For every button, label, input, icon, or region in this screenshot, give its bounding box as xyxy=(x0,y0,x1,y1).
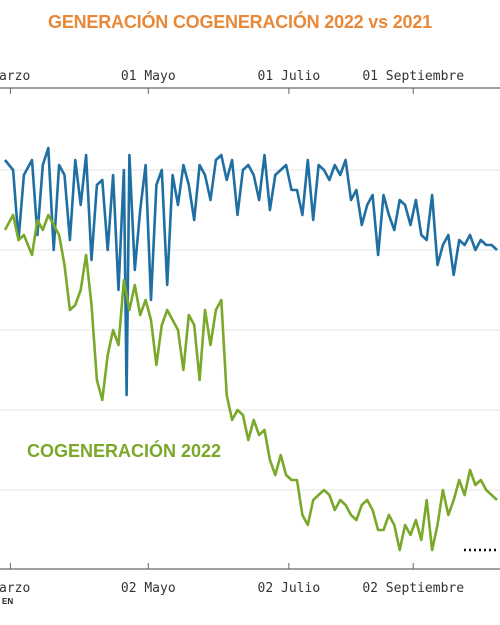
top-tick-label: 01 Mayo xyxy=(121,69,176,84)
bottom-tick-label: 02 Mayo xyxy=(121,581,176,596)
top-tick-label: 01 Julio xyxy=(258,69,321,84)
axes: arzo 01 Mayo 01 Julio 01 Septiembre arzo 02 M… xyxy=(0,69,500,596)
series-group xyxy=(3,146,498,552)
bottom-tick-label: arzo xyxy=(0,581,30,596)
series-label-cogeneracion-2022: COGENERACIÓN 2022 xyxy=(27,440,221,461)
source-label: EN xyxy=(2,597,13,606)
bottom-tick-label: 02 Septiembre xyxy=(362,581,464,596)
bottom-tick-label: 02 Julio xyxy=(258,581,321,596)
chart-title: GENERACIÓN COGENERACIÓN 2022 vs 2021 xyxy=(48,12,432,32)
top-tick-label: arzo xyxy=(0,69,30,84)
top-tick-label: 01 Septiembre xyxy=(362,69,464,84)
series-line-2021 xyxy=(3,146,498,397)
series-line-2022 xyxy=(3,213,498,552)
label-group: COGENERACIÓN 2022 EN xyxy=(2,440,221,606)
